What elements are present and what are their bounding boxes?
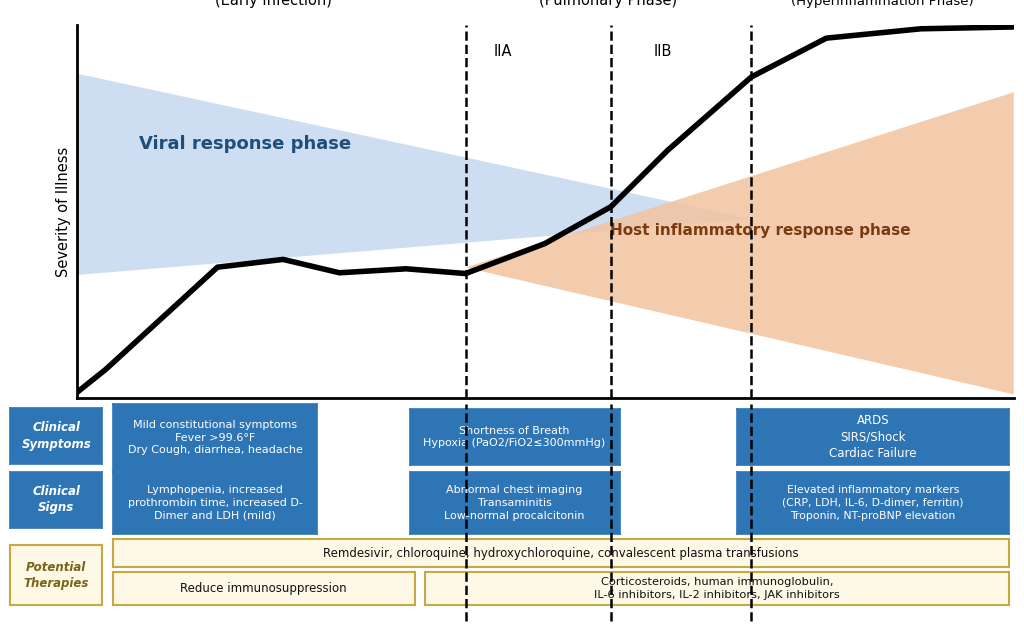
Polygon shape	[466, 92, 1014, 394]
Text: Clinical
Signs: Clinical Signs	[33, 485, 80, 515]
Polygon shape	[77, 73, 752, 275]
Text: Corticosteroids, human immunoglobulin,
IL-6 inhibitors, IL-2 inhibitors, JAK inh: Corticosteroids, human immunoglobulin, I…	[594, 577, 840, 600]
Text: Clinical
Symptoms: Clinical Symptoms	[22, 421, 91, 451]
Text: Lymphopenia, increased
prothrombin time, increased D-
Dimer and LDH (mild): Lymphopenia, increased prothrombin time,…	[128, 485, 302, 520]
Text: (Early Infection): (Early Infection)	[215, 0, 332, 8]
Text: Viral response phase: Viral response phase	[139, 135, 351, 154]
Text: IIB: IIB	[653, 44, 672, 59]
Text: (Pulmonary Phase): (Pulmonary Phase)	[539, 0, 677, 8]
Text: IIA: IIA	[494, 44, 512, 59]
Text: Mild constitutional symptoms
Fever >99.6°F
Dry Cough, diarrhea, headache: Mild constitutional symptoms Fever >99.6…	[128, 420, 302, 455]
Text: (Hyperinflammation Phase): (Hyperinflammation Phase)	[792, 0, 974, 8]
Text: Host inflammatory response phase: Host inflammatory response phase	[610, 223, 911, 238]
Text: Remdesivir, chloroquine, hydroxychloroquine, convalescent plasma transfusions: Remdesivir, chloroquine, hydroxychloroqu…	[323, 547, 799, 559]
Text: Abnormal chest imaging
Transaminitis
Low-normal procalcitonin: Abnormal chest imaging Transaminitis Low…	[444, 485, 585, 520]
Text: Reduce immunosuppression: Reduce immunosuppression	[180, 582, 347, 595]
Y-axis label: Severity of Illness: Severity of Illness	[56, 147, 72, 277]
Text: Shortness of Breath
Hypoxia (PaO2/FiO2≤300mmHg): Shortness of Breath Hypoxia (PaO2/FiO2≤3…	[424, 426, 605, 448]
Text: Potential
Therapies: Potential Therapies	[24, 561, 89, 590]
Text: Elevated inflammatory markers
(CRP, LDH, IL-6, D-dimer, ferritin)
Troponin, NT-p: Elevated inflammatory markers (CRP, LDH,…	[782, 485, 964, 520]
Text: ARDS
SIRS/Shock
Cardiac Failure: ARDS SIRS/Shock Cardiac Failure	[829, 414, 916, 460]
Text: Time course: Time course	[499, 430, 592, 445]
